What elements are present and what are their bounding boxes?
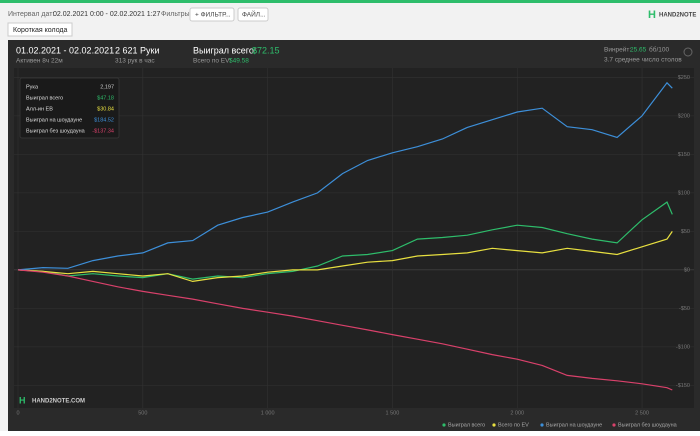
series-line [17, 269, 673, 391]
legend-label: Всего по EV [498, 422, 529, 428]
tooltip-value: $47.18 [97, 95, 114, 101]
logo-icon: H [648, 9, 656, 21]
winrate-label: Винрейт: [604, 46, 631, 54]
series-line [17, 81, 673, 271]
hands: 2 621 Руки [115, 45, 160, 55]
file-button-text[interactable]: ФАЙЛ... [242, 10, 266, 19]
y-tick-label: $200 [678, 113, 690, 119]
file-button[interactable] [237, 7, 269, 22]
legend: Выиграл всего Всего по EV Выиграл на шоуда… [442, 422, 678, 428]
filters-label: Фильтры: [161, 11, 192, 18]
x-tick-label: 1 000 [261, 410, 275, 416]
legend-swatch [540, 423, 544, 427]
tooltip-label: Выиграл всего [26, 95, 63, 101]
tooltip-value: $30.84 [97, 106, 114, 112]
tooltip-bg [19, 77, 120, 139]
y-tick-label: -$100 [676, 344, 690, 350]
ev-value: $49.58 [229, 58, 249, 65]
tooltip-label: Выиграл на шоудауне [26, 117, 82, 123]
y-tick-label: $50 [681, 229, 690, 235]
x-tick-label: 1 500 [386, 410, 400, 416]
y-tick-label: $0 [684, 267, 690, 273]
ev-label: Всего по EV: [193, 58, 231, 65]
tooltip: Рука 2,197 Выиграл всего $47.18 Алл-ин ЕВ $30… [19, 77, 120, 139]
winrate-value: 25.65 [630, 47, 647, 54]
y-tick-label: -$150 [676, 383, 690, 389]
x-tick-label: 500 [138, 410, 147, 416]
y-tick-label: $100 [678, 190, 690, 196]
tab-label[interactable]: Короткая колода [13, 27, 68, 34]
tooltip-label: Выиграл без шоудауна [26, 128, 86, 134]
legend-swatch [492, 423, 496, 427]
interval-value[interactable]: 02.02.2021 0:00 - 02.02.2021 1:27 [53, 11, 161, 18]
series-line [17, 231, 673, 283]
x-tick-label: 0 [16, 410, 19, 416]
winrate-unit: бб/100 [649, 46, 669, 54]
legend-label: Выиграл на шоудауне [546, 422, 602, 428]
legend-swatch [442, 423, 446, 427]
active-time: Активен 8ч 22м [16, 58, 63, 65]
x-tick-label: 2 000 [510, 410, 524, 416]
tooltip-value: -$137.34 [92, 128, 114, 134]
tab[interactable] [7, 22, 73, 37]
top-accent [0, 0, 700, 3]
grid: $250 $200 $150 $100 $50 $0 -$50 -$100 -$150 0 500 1… [14, 68, 694, 416]
won-label: Выиграл всего: [193, 45, 256, 55]
filter-button[interactable] [189, 7, 235, 22]
tooltip-value: 2,197 [100, 84, 114, 90]
y-tick-label: -$50 [679, 306, 690, 312]
filter-button-text[interactable]: + ФИЛЬТР... [195, 12, 231, 19]
tooltip-label: Алл-ин ЕВ [26, 106, 53, 112]
watermark-icon: H [19, 395, 26, 405]
legend-label: Выиграл всего [448, 422, 485, 428]
date-range: 01.02.2021 - 02.02.2021 [16, 45, 114, 55]
logo-text: HAND2NOTE [659, 13, 696, 19]
watermark: HAND2NOTE.COM [32, 399, 85, 405]
y-tick-label: $150 [678, 152, 690, 158]
tooltip-value: $184.52 [94, 117, 114, 123]
won-value: $72.15 [252, 45, 280, 55]
y-tick-label: $250 [678, 75, 690, 81]
interval-label: Интервал дат: [8, 11, 54, 18]
lines [17, 81, 673, 391]
legend-swatch [612, 423, 616, 427]
hands-per-hour: 313 рук в час [115, 58, 155, 65]
series-line [17, 201, 673, 280]
legend-label: Выиграл без шоудауна [618, 422, 678, 428]
plot-area [14, 68, 694, 408]
settings-icon[interactable] [683, 47, 693, 57]
tables: 3.7 среднее число столов [604, 57, 682, 64]
tooltip-label: Рука [26, 84, 39, 90]
x-tick-label: 2 500 [635, 410, 649, 416]
